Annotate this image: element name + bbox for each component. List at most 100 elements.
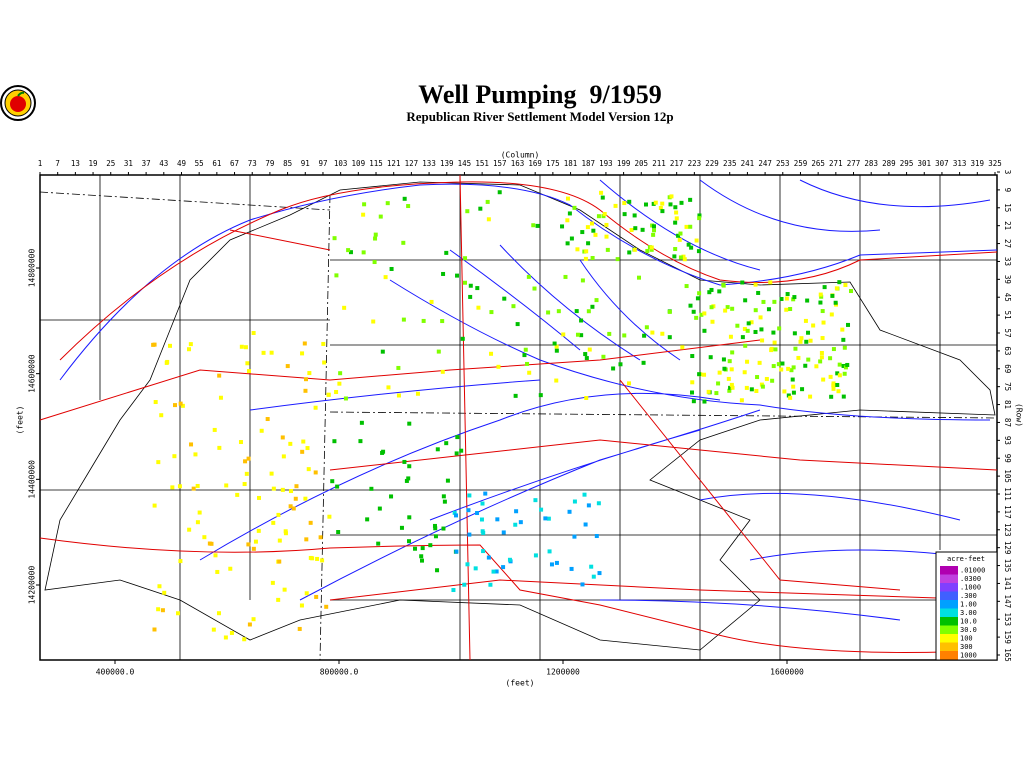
pumping-cell: [589, 564, 594, 569]
pumping-cell: [819, 355, 824, 360]
pumping-cell: [549, 562, 554, 567]
pumping-cell: [601, 354, 606, 359]
pumping-cell: [277, 559, 282, 564]
pumping-cell: [494, 569, 499, 574]
pumping-cell: [590, 304, 595, 309]
pumping-cell: [766, 307, 771, 312]
pumping-cell: [389, 494, 394, 499]
pumping-cell: [556, 309, 561, 314]
pumping-cell: [280, 435, 285, 440]
pumping-cell: [463, 256, 468, 261]
pumping-cell: [308, 520, 313, 525]
pumping-cell: [153, 400, 158, 405]
pumping-cell: [180, 403, 185, 408]
pumping-cell: [486, 217, 491, 222]
pumping-cell: [583, 256, 588, 261]
pumping-cell: [572, 205, 577, 210]
pumping-cell: [217, 373, 222, 378]
pumping-cell: [694, 238, 699, 243]
column-tick-label: 277: [847, 159, 861, 168]
pumping-cell: [157, 584, 162, 589]
pumping-cell: [632, 213, 637, 218]
pumping-cell: [565, 218, 570, 223]
pumping-cell: [546, 516, 551, 521]
pumping-cell: [695, 296, 700, 301]
pumping-cell: [501, 530, 506, 535]
pumping-cell: [389, 266, 394, 271]
row-tick-label: 129: [1003, 541, 1012, 555]
pumping-cell: [818, 359, 823, 364]
pumping-cell: [468, 294, 473, 299]
pumping-cell: [660, 209, 665, 214]
pumping-cell: [195, 520, 200, 525]
pumping-cell: [525, 361, 530, 366]
pumping-cell: [833, 300, 838, 305]
pumping-cell: [271, 486, 276, 491]
pumping-cell: [622, 212, 627, 217]
pumping-cell: [788, 395, 793, 400]
legend-swatch: [940, 651, 958, 660]
column-tick-label: 79: [265, 159, 274, 168]
pumping-cell: [814, 364, 819, 369]
pumping-cell: [178, 401, 183, 406]
pumping-cell: [569, 566, 574, 571]
column-tick-label: 271: [829, 159, 843, 168]
pumping-cell: [304, 537, 309, 542]
pumping-cell: [702, 328, 707, 333]
pumping-cell: [644, 325, 649, 330]
pumping-cell: [242, 482, 247, 487]
pumping-cell: [806, 357, 811, 362]
pumping-cell: [658, 206, 663, 211]
pumping-cell: [760, 338, 765, 343]
pumping-cell: [749, 320, 754, 325]
pumping-cell: [440, 319, 445, 324]
pumping-cell: [300, 351, 305, 356]
pumping-cell: [772, 340, 777, 345]
pumping-cell: [820, 336, 825, 341]
pumping-cell: [745, 328, 750, 333]
legend-swatch: [940, 583, 958, 592]
pumping-cell: [710, 319, 715, 324]
pumping-cell: [684, 224, 689, 229]
row-tick-label: 141: [1003, 577, 1012, 591]
pumping-cell: [651, 232, 656, 237]
pumping-cell: [696, 249, 701, 254]
pumping-cell: [567, 509, 572, 514]
legend-label: 10.0: [960, 618, 977, 626]
pumping-cell: [793, 346, 798, 351]
pumping-cell: [251, 617, 256, 622]
pumping-cell: [546, 310, 551, 315]
row-tick-label: 39: [1003, 275, 1012, 284]
pumping-cell: [476, 305, 481, 310]
pumping-cell: [554, 348, 559, 353]
pumping-cell: [690, 380, 695, 385]
pumping-cell: [831, 347, 836, 352]
pumping-cell: [830, 293, 835, 298]
pumping-cell: [837, 362, 842, 367]
pumping-cell: [152, 627, 157, 632]
pumping-cell: [346, 248, 351, 253]
row-tick-label: 9: [1003, 188, 1012, 193]
pumping-cell: [678, 231, 683, 236]
pumping-cell: [560, 224, 565, 229]
pumping-cell: [269, 350, 274, 355]
pumping-cell: [336, 530, 341, 535]
row-tick-label: 57: [1003, 328, 1012, 337]
pumping-cell: [300, 449, 305, 454]
pumping-cell: [849, 289, 854, 294]
pumping-cell: [580, 278, 585, 283]
pumping-cell: [682, 257, 687, 262]
pumping-cell: [243, 345, 248, 350]
pumping-cell: [513, 522, 518, 527]
pumping-cell: [435, 447, 440, 452]
pumping-cell: [246, 369, 251, 374]
pumping-cell: [729, 382, 734, 387]
pumping-cell: [496, 364, 501, 369]
pumping-cell: [791, 297, 796, 302]
pumping-cell: [726, 376, 731, 381]
pumping-cell: [594, 298, 599, 303]
pumping-cell: [798, 339, 803, 344]
pumping-cell: [689, 245, 694, 250]
pumping-cell: [228, 566, 233, 571]
legend-label: 1.00: [960, 601, 977, 609]
